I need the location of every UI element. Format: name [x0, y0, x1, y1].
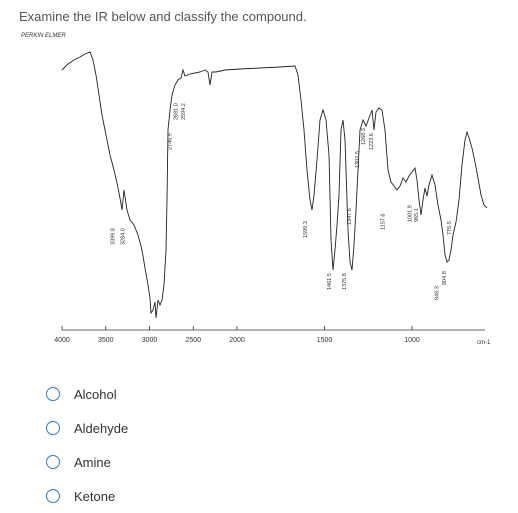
option-label: Amine	[74, 454, 111, 470]
x-tick-label: 3000	[142, 337, 158, 344]
radio-amine[interactable]	[46, 455, 60, 469]
x-tick-label: 2000	[229, 337, 245, 344]
option-alcohol[interactable]: Alcohol	[46, 377, 128, 411]
peak-label: 1347.6	[347, 208, 353, 225]
peak-label: 848.3	[435, 286, 441, 300]
peak-label: 1302.5	[355, 151, 361, 168]
peak-label: 776.5	[447, 221, 453, 235]
radio-aldehyde[interactable]	[46, 421, 60, 435]
peak-label: 1375.8	[342, 273, 348, 290]
option-amine[interactable]: Amine	[46, 445, 128, 479]
peak-label: 3399.8	[111, 228, 117, 245]
x-axis-unit: cm-1	[477, 340, 491, 346]
x-tick-label: 3500	[98, 337, 114, 344]
peak-label: 2746.9	[168, 133, 174, 150]
peak-label: 1268.3	[361, 128, 367, 145]
spectrum-trace	[61, 51, 488, 319]
radio-ketone[interactable]	[46, 489, 60, 503]
option-label: Aldehyde	[74, 420, 129, 436]
peak-label: 1001.9	[408, 205, 414, 222]
x-tick-label: 4000	[54, 337, 70, 344]
peak-label: 3284.0	[121, 228, 127, 245]
radio-alcohol[interactable]	[46, 387, 60, 401]
peak-label: 965.1	[414, 208, 420, 222]
question-text: Examine the IR below and classify the co…	[19, 9, 307, 24]
peak-label: 1599.3	[303, 221, 309, 238]
peak-label: 1461.5	[327, 273, 333, 290]
option-label: Alcohol	[74, 386, 117, 402]
x-tick-label: 2500	[185, 337, 201, 344]
option-ketone[interactable]: Ketone	[46, 479, 128, 513]
x-tick-label: 1000	[404, 337, 420, 344]
ir-spectrum-chart: PERKIN ELMER 4000 3500 3000 2500 2000 1500 100…	[21, 33, 491, 346]
option-label: Ketone	[74, 488, 116, 504]
x-tick-label: 1500	[317, 337, 333, 344]
option-aldehyde[interactable]: Aldehyde	[46, 411, 128, 445]
peak-labels: 3399.8 3284.0 2746.9 2681.0 2594.2 1599.3 1461…	[111, 103, 454, 300]
answer-options: Alcohol Aldehyde Amine Ketone	[46, 377, 128, 513]
peak-label: 1223.6	[369, 133, 375, 150]
peak-label: 1157.6	[380, 214, 386, 230]
brand-label: PERKIN ELMER	[21, 33, 66, 39]
peak-label: 804.8	[442, 271, 448, 285]
peak-label: 2594.2	[181, 103, 187, 120]
peak-label: 2681.0	[173, 103, 179, 120]
x-axis-ticks: 4000 3500 3000 2500 2000 1500 1000	[54, 326, 420, 344]
